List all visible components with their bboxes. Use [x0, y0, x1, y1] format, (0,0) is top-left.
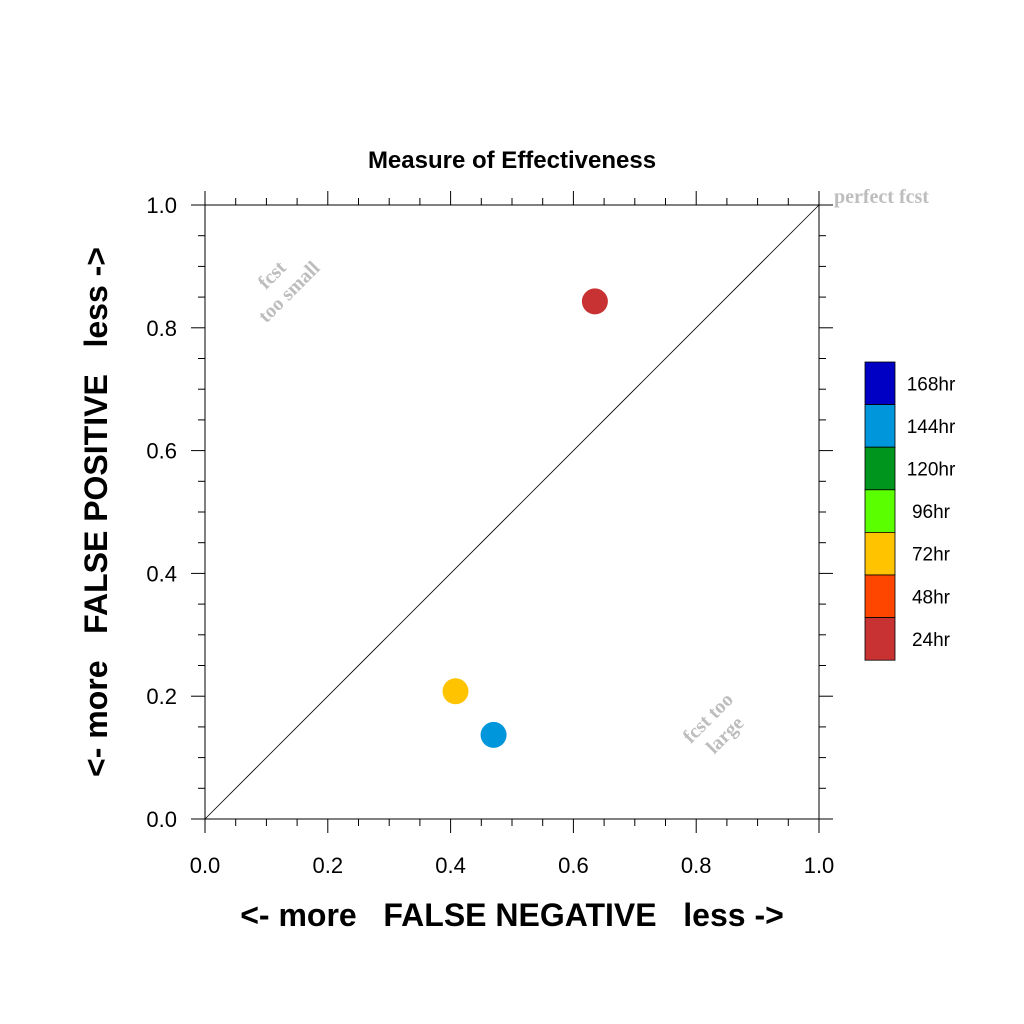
- x-tick-label: 0.0: [190, 853, 221, 878]
- data-point-24hr: [581, 288, 608, 315]
- x-tick-label: 0.8: [681, 853, 712, 878]
- y-axis-label: <- more FALSE POSITIVE less ->: [78, 247, 114, 777]
- legend-label: 144hr: [907, 417, 956, 438]
- axis-tick-labels: 0.0 0.2 0.4 0.6 0.8 1.0 0.0 0.2 0.4 0.6 0.8 1.0: [146, 193, 834, 878]
- legend-label: 48hr: [912, 587, 951, 608]
- y-tick-label: 0.8: [146, 316, 177, 341]
- legend-label: 96hr: [912, 502, 951, 523]
- x-tick-label: 0.4: [435, 853, 466, 878]
- axis-ticks: [191, 191, 833, 833]
- legend-swatch: [864, 446, 896, 491]
- x-axis-label: <- more FALSE NEGATIVE less ->: [240, 897, 784, 933]
- legend-swatch: [864, 361, 896, 405]
- legend: 168hr 144hr 120hr 96hr 72hr 48hr 24hr: [864, 361, 956, 661]
- annotation-perfect-fcst: perfect fcst: [834, 186, 929, 208]
- perfect-forecast-diagonal: [204, 204, 820, 820]
- legend-label: 120hr: [907, 460, 956, 481]
- x-tick-label: 0.2: [313, 853, 344, 878]
- legend-swatch: [864, 532, 896, 576]
- annotation-too-small: fcst too small: [254, 257, 325, 328]
- legend-label: 72hr: [912, 545, 951, 566]
- annotation-too-large: fcst too large: [679, 689, 749, 759]
- data-point-144hr: [480, 721, 507, 748]
- legend-label: 24hr: [912, 630, 951, 651]
- legend-swatch: [864, 617, 896, 661]
- legend-swatch: [864, 489, 896, 533]
- data-points: [442, 288, 608, 748]
- data-point-72hr: [442, 678, 469, 705]
- legend-swatch: [864, 574, 896, 618]
- legend-label: 168hr: [907, 374, 956, 395]
- y-tick-label: 0.2: [146, 684, 177, 709]
- y-tick-label: 0.6: [146, 439, 177, 464]
- y-tick-label: 0.4: [146, 561, 177, 586]
- y-tick-label: 1.0: [146, 193, 177, 218]
- y-tick-label: 0.0: [146, 807, 177, 832]
- plot-area: 0.0 0.2 0.4 0.6 0.8 1.0 0.0 0.2 0.4 0.6 0.8 1.0: [146, 191, 834, 878]
- chart-title: Measure of Effectiveness: [368, 147, 656, 174]
- x-tick-label: 1.0: [804, 853, 835, 878]
- x-tick-label: 0.6: [558, 853, 589, 878]
- legend-swatch: [864, 404, 896, 448]
